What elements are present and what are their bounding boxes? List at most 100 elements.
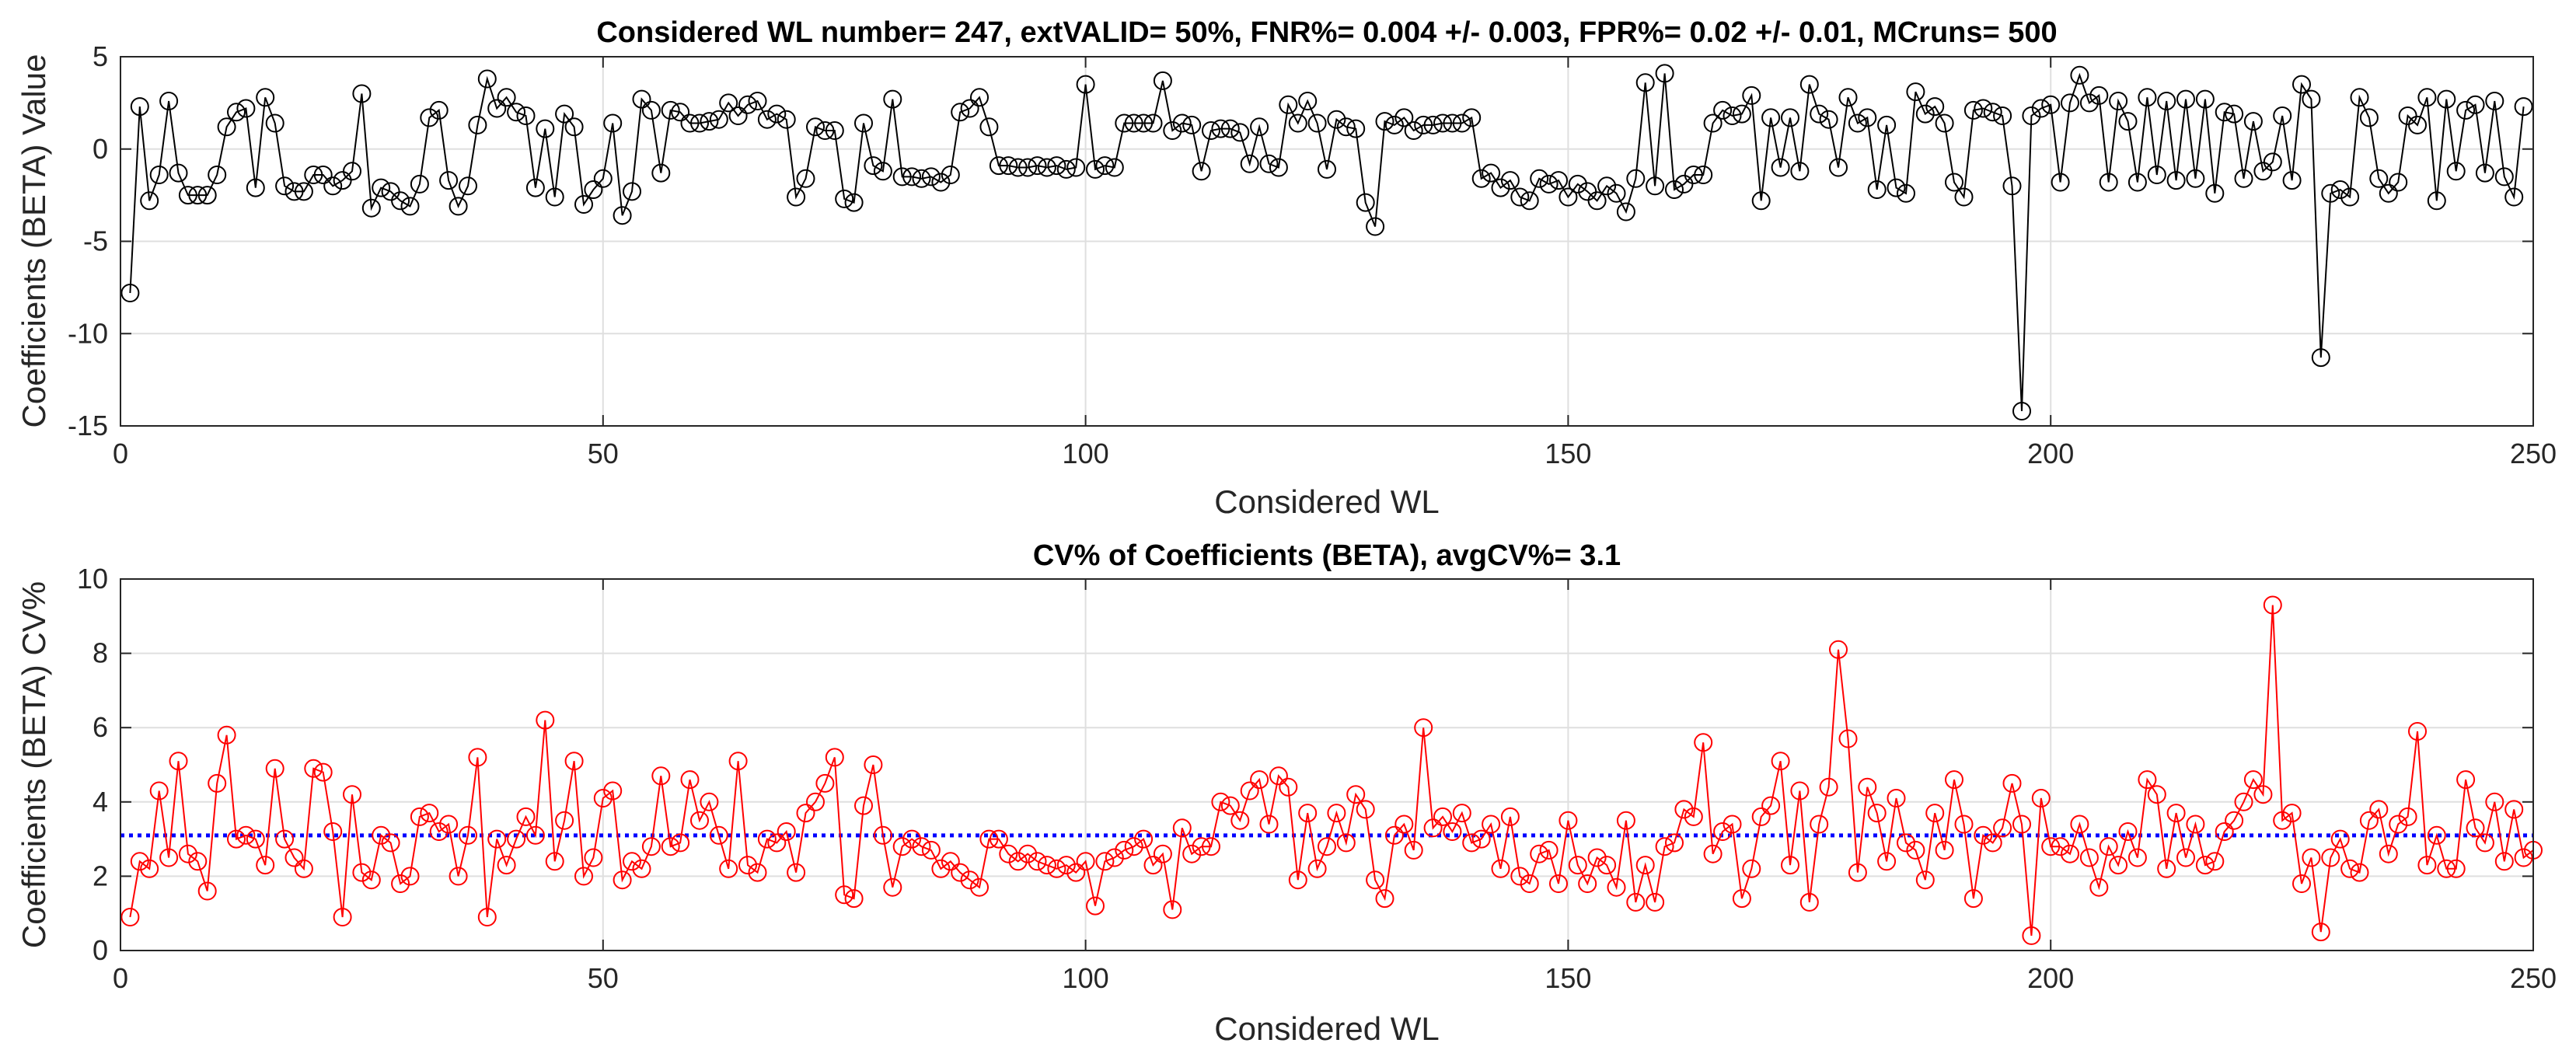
cv-point-92 xyxy=(999,844,1018,863)
beta-point-207 xyxy=(2109,92,2128,110)
cv-xtick-label-0: 0 xyxy=(113,962,128,994)
beta-point-231 xyxy=(2340,187,2360,207)
cv-point-236 xyxy=(2389,815,2408,834)
cv-point-134 xyxy=(1404,840,1423,860)
cv-point-127 xyxy=(1336,833,1356,853)
beta-point-218 xyxy=(2215,103,2234,122)
cv-point-212 xyxy=(2157,859,2176,878)
beta-point-142 xyxy=(1482,163,1501,183)
cv-point-122 xyxy=(1288,870,1307,890)
beta-point-130 xyxy=(1366,217,1385,236)
cv-point-56 xyxy=(651,766,671,786)
beta-point-47 xyxy=(564,117,584,137)
cv-point-189 xyxy=(1935,840,1954,860)
beta-point-171 xyxy=(1761,108,1781,127)
cv-point-175 xyxy=(1799,892,1819,912)
beta-point-107 xyxy=(1143,113,1163,133)
beta-point-91 xyxy=(989,156,1008,176)
cv-point-196 xyxy=(2002,773,2022,793)
beta-point-111 xyxy=(1182,115,1202,134)
cv-point-59 xyxy=(680,770,700,790)
cv-point-136 xyxy=(1423,818,1443,838)
cv-point-215 xyxy=(2186,815,2205,834)
cv-point-245 xyxy=(2475,833,2494,853)
cv-point-85 xyxy=(931,859,951,878)
beta-point-20 xyxy=(304,166,323,184)
beta-point-42 xyxy=(516,106,536,125)
cv-point-64 xyxy=(728,752,748,771)
beta-point-193 xyxy=(1974,99,1993,118)
cv-point-244 xyxy=(2466,818,2485,838)
beta-point-56 xyxy=(651,163,671,183)
cv-ytick-label-1: 2 xyxy=(92,860,108,891)
beta-point-87 xyxy=(951,103,970,122)
beta-point-117 xyxy=(1240,154,1259,173)
cv-point-187 xyxy=(1915,870,1935,890)
beta-point-144 xyxy=(1500,171,1520,190)
beta-point-224 xyxy=(2273,106,2292,125)
beta-point-217 xyxy=(2205,183,2225,203)
cv-point-181 xyxy=(1858,777,1877,797)
beta-point-22 xyxy=(323,176,343,196)
beta-point-124 xyxy=(1307,113,1327,133)
beta-point-43 xyxy=(525,178,545,197)
beta-point-226 xyxy=(2292,75,2311,94)
cv-point-69 xyxy=(777,822,796,841)
cv-point-179 xyxy=(1838,729,1858,748)
beta-point-3 xyxy=(140,191,159,211)
cv-point-10 xyxy=(208,773,227,793)
beta-point-230 xyxy=(2330,180,2350,199)
cv-point-26 xyxy=(361,870,381,890)
beta-point-185 xyxy=(1897,183,1915,203)
cv-point-214 xyxy=(2176,848,2195,867)
cv-point-235 xyxy=(2379,844,2398,863)
cv-point-117 xyxy=(1240,781,1259,801)
beta-point-9 xyxy=(197,186,217,205)
cv-point-243 xyxy=(2456,770,2476,790)
cv-chart-ticks: 0 50 100 150 200 250 0 2 4 6 8 10 xyxy=(77,563,2557,994)
cv-point-119 xyxy=(1259,815,1279,834)
beta-point-78 xyxy=(864,156,883,176)
cv-point-1 xyxy=(120,908,140,926)
cv-point-61 xyxy=(700,792,719,811)
beta-point-121 xyxy=(1279,95,1298,114)
beta-point-52 xyxy=(613,206,632,225)
beta-xtick-label-5: 250 xyxy=(2510,438,2557,469)
cv-point-216 xyxy=(2195,856,2215,875)
cv-point-74 xyxy=(825,748,844,767)
beta-point-241 xyxy=(2437,89,2456,109)
cv-point-14 xyxy=(246,829,265,849)
beta-point-232 xyxy=(2350,88,2369,107)
cv-point-149 xyxy=(1549,874,1568,893)
cv-point-206 xyxy=(2099,837,2118,856)
cv-point-142 xyxy=(1482,815,1501,834)
beta-point-112 xyxy=(1192,162,1211,181)
beta-point-69 xyxy=(777,110,796,129)
beta-point-136 xyxy=(1423,115,1443,134)
beta-point-73 xyxy=(815,121,835,140)
beta-point-80 xyxy=(883,89,902,109)
beta-point-198 xyxy=(2022,106,2041,125)
beta-point-223 xyxy=(2263,152,2282,172)
cv-point-100 xyxy=(1076,852,1095,871)
beta-point-147 xyxy=(1530,169,1549,188)
cv-point-22 xyxy=(323,822,343,841)
beta-point-1 xyxy=(120,284,140,302)
beta-point-170 xyxy=(1751,191,1771,211)
beta-point-51 xyxy=(603,113,623,133)
beta-point-225 xyxy=(2282,171,2302,190)
beta-point-10 xyxy=(208,166,227,184)
cv-point-52 xyxy=(613,870,632,890)
cv-point-188 xyxy=(1925,804,1945,823)
beta-point-243 xyxy=(2456,100,2476,120)
cv-point-72 xyxy=(806,792,825,811)
beta-chart-xlabel: Considered WL xyxy=(1214,483,1439,520)
cv-point-118 xyxy=(1250,770,1269,790)
cv-point-12 xyxy=(227,829,246,849)
cv-point-108 xyxy=(1153,844,1172,863)
beta-point-102 xyxy=(1095,156,1115,176)
beta-point-14 xyxy=(246,178,265,197)
cv-point-162 xyxy=(1674,800,1694,819)
cv-point-229 xyxy=(2321,848,2340,867)
cv-point-58 xyxy=(671,833,690,853)
